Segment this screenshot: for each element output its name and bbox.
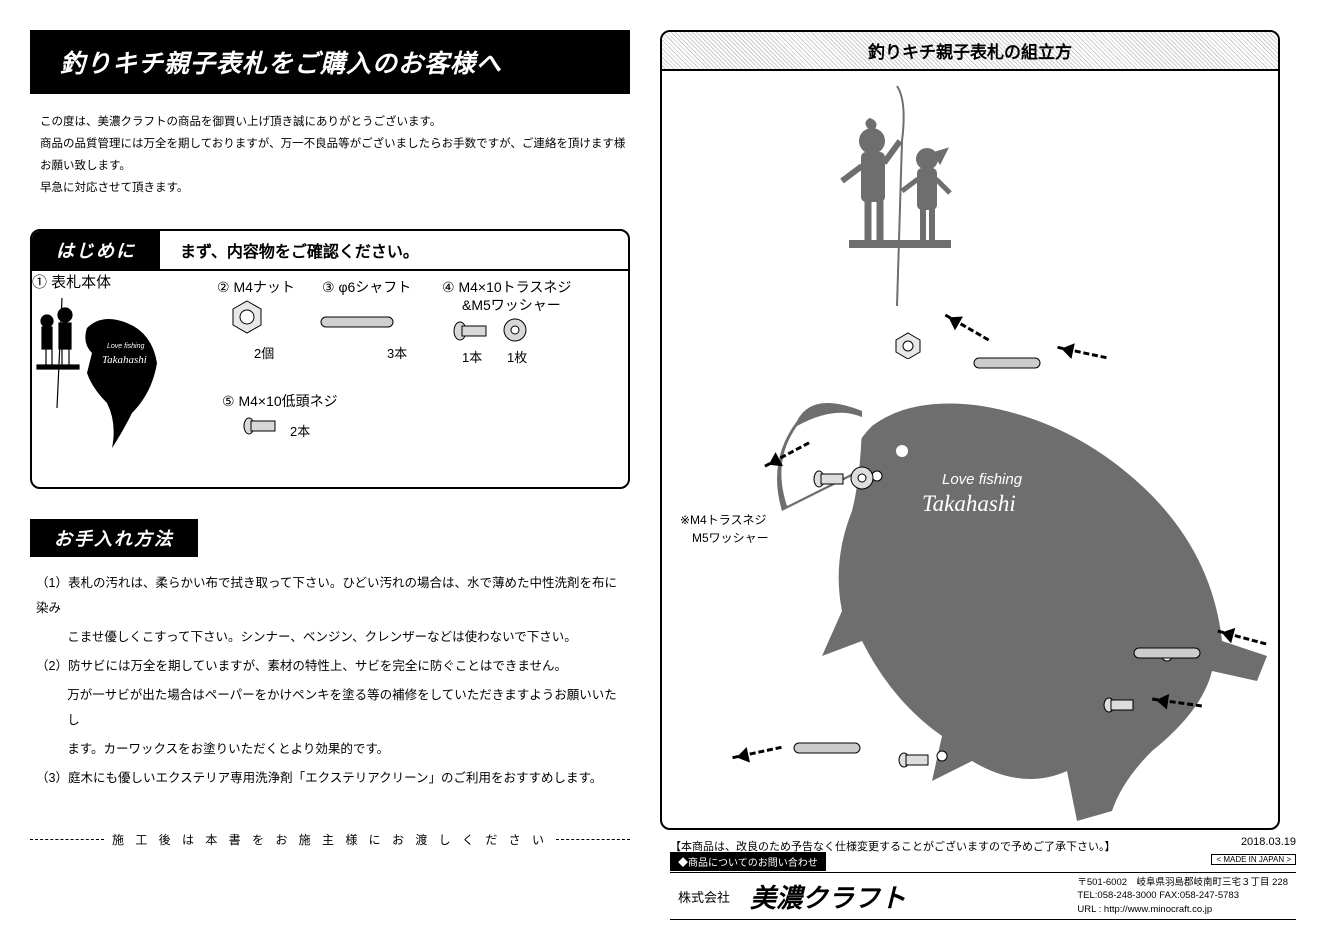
care-item: 万が一サビが出た場合はペーパーをかけペンキを塗る等の補修をしていただきますようお… [36,683,624,733]
part-truss-label: ④ M4×10トラスネジ [442,277,571,297]
intro-text: この度は、美濃クラフトの商品を御買い上げ頂き誠にありがとうございます。 商品の品… [40,112,630,199]
part-nut-qty: 2個 [254,343,274,362]
part-shaft-qty: 3本 [387,343,407,362]
care-item: （3）庭木にも優しいエクステリア専用洗浄剤「エクステリアクリーン」のご利用をおす… [36,766,624,791]
truss-note: ※M4トラスネジ M5ワッシャー [680,511,769,547]
part-truss-qty2: 1枚 [507,347,527,366]
care-tab: お手入れ方法 [30,519,198,557]
care-item: こませ優しくこすって下さい。シンナー、ベンジン、クレンザーなどは使わないで下さい… [36,625,624,650]
assembly-box: 釣りキチ親子表札の組立方 [660,30,1280,830]
nut-icon [227,299,267,335]
shaft-assembly-icon [1132,646,1202,660]
care-item: （1）表札の汚れは、柔らかい布で拭き取って下さい。ひどい汚れの場合は、水で薄めた… [36,571,624,621]
washer-assembly-icon [847,463,881,493]
company-prefix: 株式会社 [678,887,730,906]
low-screw-assembly-icon [1102,696,1138,714]
truss-screw-icon [452,319,492,343]
low-screw-icon [242,415,282,437]
fish-body-icon [712,351,1272,830]
part-low-qty: 2本 [290,421,310,440]
right-column: 釣りキチ親子表札の組立方 [660,30,1280,848]
washer-icon [502,317,528,343]
part-low-label: ⑤ M4×10低頭ネジ [222,391,338,411]
assembly-header: 釣りキチ親子表札の組立方 [662,32,1278,71]
parts-body: ① 表札本体 Lo [32,271,628,471]
part-truss-qty1: 1本 [462,347,482,366]
part-body-label: ① 表札本体 [32,271,111,292]
nameplate-mini-icon: Love fishing Takahashi [32,293,167,453]
intro-line: 商品の品質管理には万全を期しておりますが、万一不良品等がございましたらお手数です… [40,134,630,178]
left-column: 釣りキチ親子表札をご購入のお客様へ この度は、美濃クラフトの商品を御買い上げ頂き… [30,30,630,848]
made-in-label: < MADE IN JAPAN > [1211,854,1296,865]
hajimeni-tab: はじめに [32,231,160,269]
revision-date: 2018.03.19 [1241,836,1296,848]
truss-assembly-icon [812,469,848,489]
fish-name: Takahashi [922,491,1016,517]
company-url: URL : http://www.minocraft.co.jp [1077,903,1288,916]
intro-line: 早急に対応させて頂きます。 [40,178,630,200]
parts-box-header: はじめに まず、内容物をご確認ください。 [32,231,628,271]
shaft-assembly-icon [792,741,862,755]
footer: 【本商品は、改良のため予告なく仕様変更することがございますので予めご了承下さい。… [30,838,1296,920]
page-title: 釣りキチ親子表札をご購入のお客様へ [30,30,630,94]
fish-subtitle: Love fishing [942,471,1022,488]
part-truss-label2: &M5ワッシャー [462,295,561,315]
figures-icon [812,81,1012,321]
care-list: （1）表札の汚れは、柔らかい布で拭き取って下さい。ひどい汚れの場合は、水で薄めた… [36,571,624,791]
parts-box: はじめに まず、内容物をご確認ください。 ① 表札本体 [30,229,630,489]
svg-text:Love fishing: Love fishing [107,343,144,350]
company-block: 株式会社 美濃クラフト 〒501-6002 岐阜県羽島郡岐南町三宅３丁目 228… [670,873,1296,919]
svg-text:Takahashi: Takahashi [102,354,147,366]
footer-bar: 株式会社 美濃クラフト 〒501-6002 岐阜県羽島郡岐南町三宅３丁目 228… [670,872,1296,920]
disclaimer: 【本商品は、改良のため予告なく仕様変更することがございますので予めご了承下さい。… [30,838,1296,854]
assembly-diagram: Love fishing Takahashi ※M4トラスネジ M5ワッシャー [662,71,1278,830]
company-postal: 〒501-6002 岐阜県羽島郡岐南町三宅３丁目 228 [1077,876,1288,889]
company-info: 〒501-6002 岐阜県羽島郡岐南町三宅３丁目 228 TEL:058-248… [1077,876,1288,916]
truss-note-1: ※M4トラスネジ [680,511,769,529]
shaft-icon [317,313,397,333]
contact-label: ◆商品についてのお問い合わせ [670,852,826,871]
hajimeni-sub: まず、内容物をご確認ください。 [160,238,419,262]
part-shaft-label: ③ φ6シャフト [322,277,411,297]
low-screw-assembly-icon [897,751,933,769]
truss-note-2: M5ワッシャー [680,529,769,547]
company-logo: 美濃クラフト [750,878,906,915]
care-section: お手入れ方法 （1）表札の汚れは、柔らかい布で拭き取って下さい。ひどい汚れの場合… [30,519,630,791]
company-tel: TEL:058-248-3000 FAX:058-247-5783 [1077,889,1288,902]
intro-line: この度は、美濃クラフトの商品を御買い上げ頂き誠にありがとうございます。 [40,112,630,134]
care-item: （2）防サビには万全を期していますが、素材の特性上、サビを完全に防ぐことはできま… [36,654,624,679]
part-nut-label: ② M4ナット [217,277,295,297]
care-item: ます。カーワックスをお塗りいただくとより効果的です。 [36,737,624,762]
fish-mini-icon [85,319,157,448]
